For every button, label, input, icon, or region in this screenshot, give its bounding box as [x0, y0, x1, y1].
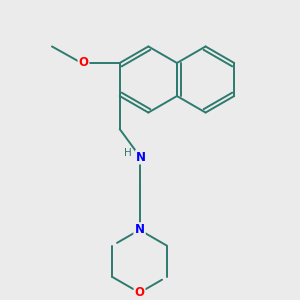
Text: O: O: [134, 286, 145, 299]
Text: O: O: [79, 56, 88, 70]
Text: N: N: [136, 151, 146, 164]
Text: N: N: [134, 224, 145, 236]
Text: H: H: [124, 148, 131, 158]
Text: N: N: [134, 224, 145, 236]
